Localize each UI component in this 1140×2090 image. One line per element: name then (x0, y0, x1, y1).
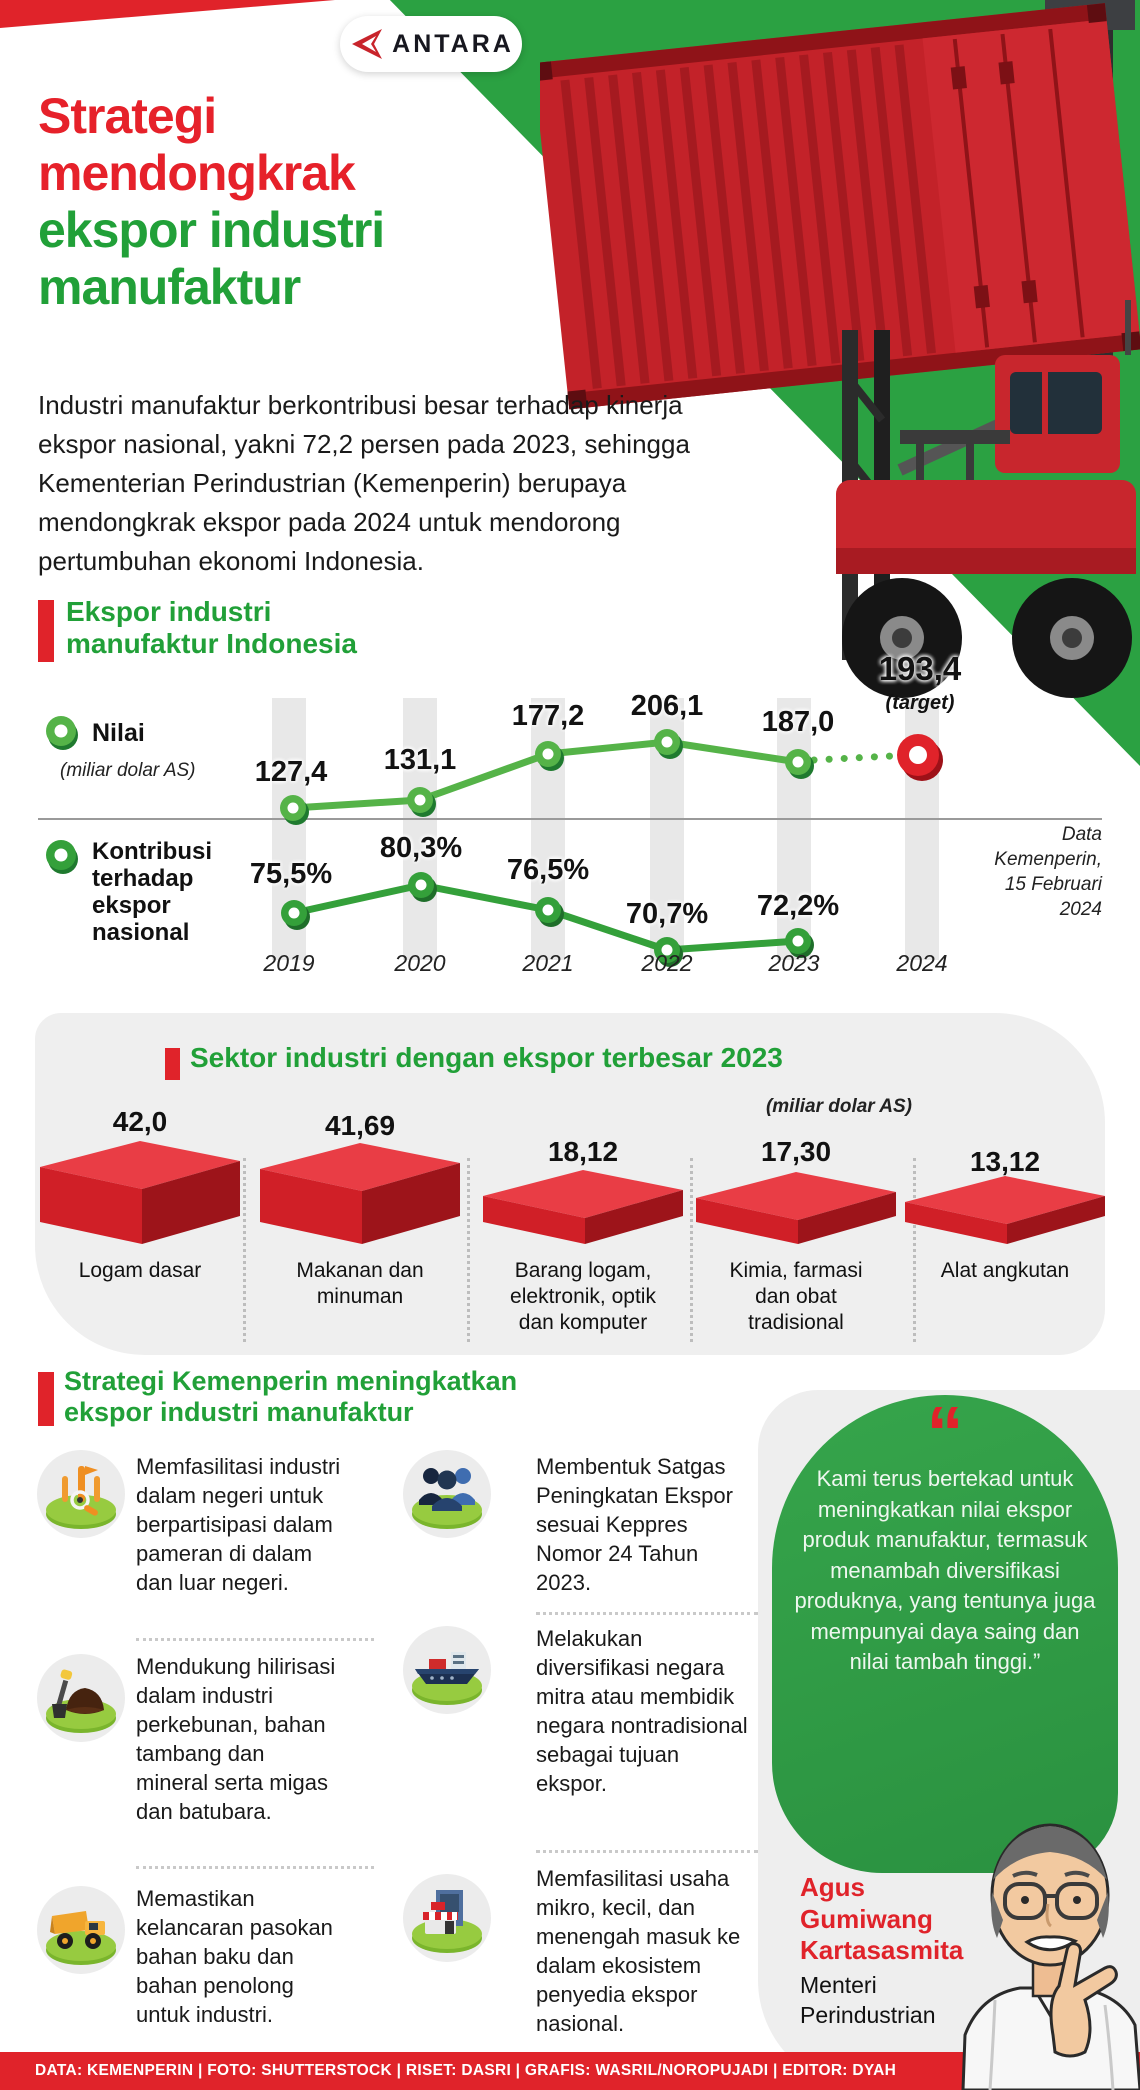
sector-bar-3d (905, 1176, 1105, 1244)
reach-stacker (836, 300, 1136, 698)
sector-bar-label: Makanan dan minuman (296, 1259, 424, 1308)
strategy-heading: Strategi Kemenperin meningkatkan ekspor … (64, 1366, 518, 1427)
strategy-item-text: Memfasilitasi industri dalam negeri untu… (136, 1454, 341, 1595)
column-separator (243, 1158, 246, 1342)
item-separator (136, 1638, 374, 1641)
sector-bar-value: 18,12 (547, 1136, 619, 1167)
line-chart-heading: Ekspor industri manufaktur Indonesia (66, 596, 357, 659)
nilai-value: 187,0 (761, 706, 835, 738)
sector-bar-3d (260, 1143, 460, 1244)
cargo-ship-icon (403, 1626, 491, 1714)
quote-bubble (772, 1395, 1118, 1873)
nilai-value: 127,4 (254, 756, 328, 788)
mining-icon (37, 1654, 125, 1742)
footer-credits-bar: DATA: KEMENPERIN | FOTO: SHUTTERSTOCK | … (0, 2052, 1140, 2090)
headline-red: Strategi mendongkrak (38, 88, 356, 201)
sector-bar-value: 17,30 (760, 1136, 832, 1167)
red-corner-ribbon (0, 0, 335, 28)
store-icon (403, 1874, 491, 1962)
raised-hand (1049, 1942, 1118, 2058)
sector-unit: (miliar dolar AS) (765, 1096, 912, 1117)
chart-divider (38, 818, 1102, 820)
footer-credits-text: DATA: KEMENPERIN | FOTO: SHUTTERSTOCK | … (35, 2062, 897, 2079)
intro-paragraph: Industri manufaktur berkontribusi besar … (38, 390, 690, 576)
antara-logomark-icon (352, 29, 383, 59)
dump-truck-icon (37, 1886, 125, 1974)
nilai-legend-unit: (miliar dolar AS) (60, 760, 196, 781)
section-marker (38, 600, 54, 662)
sector-bar-value: 41,69 (324, 1110, 396, 1141)
sector-bar-value: 13,12 (969, 1146, 1041, 1177)
year-label: 2023 (768, 950, 820, 976)
sector-bar-label: Alat angkutan (940, 1259, 1070, 1282)
kontribusi-legend-label: Kontribusi terhadap ekspor nasional (92, 838, 212, 946)
data-source-note: Data Kemenperin, 15 Februari 2024 (994, 824, 1102, 920)
sector-bar-label: Logam dasar (78, 1259, 202, 1282)
sector-bar-value: 42,0 (112, 1106, 168, 1137)
headline-green: ekspor industri manufaktur (38, 202, 385, 315)
minister-portrait (961, 1823, 1140, 2090)
year-label: 2020 (394, 950, 446, 976)
kontribusi-points (281, 872, 814, 967)
target-caption: (target) (885, 692, 955, 714)
line-chart-plot (280, 729, 943, 967)
nilai-target-value: 193,4 (878, 650, 962, 687)
column-separator (913, 1158, 916, 1342)
section-marker (165, 1048, 180, 1080)
nilai-value: 177,2 (511, 700, 585, 732)
quote-mark-icon: “ (926, 1391, 964, 1474)
year-column (403, 698, 437, 960)
item-separator (536, 1612, 758, 1615)
column-separator (467, 1158, 470, 1342)
sector-bar-label: Barang logam, elektronik, optik dan komp… (510, 1259, 656, 1334)
nilai-target-point (897, 734, 943, 781)
kontribusi-legend-icon (46, 840, 78, 874)
strategy-item-text: Melakukan diversifikasi negara mitra ata… (536, 1626, 748, 1796)
nilai-value: 206,1 (630, 690, 704, 722)
nilai-legend-icon (46, 716, 78, 750)
quote-author: Agus Gumiwang Kartasasmita (800, 1872, 964, 1965)
item-separator (136, 1866, 374, 1869)
kontribusi-value: 70,7% (625, 898, 709, 930)
kontribusi-value: 72,2% (756, 890, 840, 922)
year-label: 2024 (896, 950, 948, 976)
sector-bar-label: Kimia, farmasi dan obat tradisional (729, 1259, 863, 1334)
strategy-item-text: Memastikan kelancaran pasokan bahan baku… (136, 1886, 333, 2027)
kontribusi-value: 80,3% (379, 832, 463, 864)
nilai-points (280, 729, 814, 825)
kontribusi-value: 75,5% (249, 858, 333, 890)
sector-bar-3d (483, 1170, 683, 1244)
exhibition-icon (37, 1450, 125, 1538)
strategy-item-text: Mendukung hilirisasi dalam industri perk… (136, 1654, 336, 1824)
kontribusi-value: 76,5% (506, 854, 590, 886)
antara-logo-text: ANTARA (392, 29, 514, 58)
nilai-legend-label: Nilai (92, 719, 145, 747)
nilai-target-dotted-line (810, 752, 896, 764)
column-separator (690, 1158, 693, 1342)
container-crane-illustration (540, 0, 1140, 698)
shipping-container (540, 3, 1140, 410)
team-icon (403, 1450, 491, 1538)
year-label: 2021 (522, 950, 574, 976)
sector-bar-3d (696, 1172, 896, 1244)
sector-bar-3d (40, 1141, 240, 1244)
item-separator (536, 1850, 758, 1853)
antara-logo: ANTARA (340, 16, 522, 72)
quote-text: Kami terus bertekad untuk meningkatkan n… (794, 1466, 1096, 1674)
nilai-value: 131,1 (383, 744, 457, 776)
strategy-item-text: Membentuk Satgas Peningkatan Ekspor sesu… (536, 1454, 733, 1595)
section-marker (38, 1372, 54, 1426)
quote-author-title: Menteri Perindustrian (800, 1972, 936, 2028)
year-label: 2019 (263, 950, 315, 976)
strategy-item-text: Memfasilitasi usaha mikro, kecil, dan me… (536, 1866, 741, 2036)
sector-heading: Sektor industri dengan ekspor terbesar 2… (190, 1042, 783, 1073)
year-column (777, 698, 811, 960)
year-label: 2022 (641, 950, 693, 976)
